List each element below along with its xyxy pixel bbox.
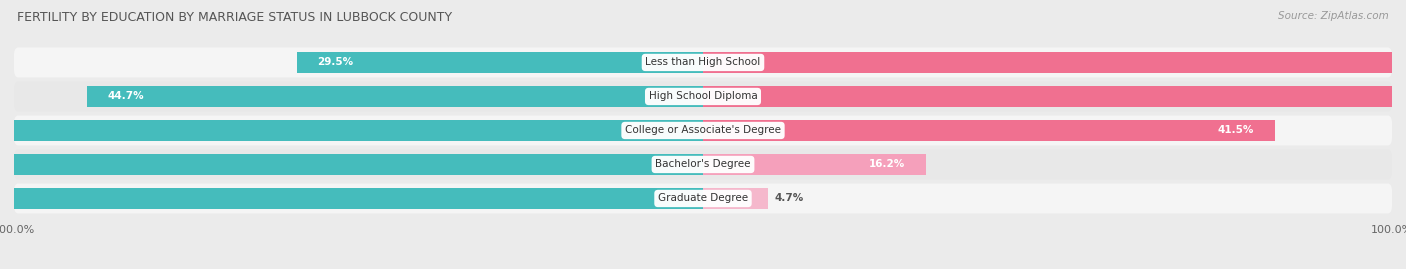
FancyBboxPatch shape	[14, 115, 1392, 146]
Bar	[0, 154, 703, 175]
Bar	[87, 86, 703, 107]
Bar	[0, 188, 703, 209]
FancyBboxPatch shape	[14, 48, 1392, 77]
Bar	[703, 188, 768, 209]
Text: 29.5%: 29.5%	[318, 58, 353, 68]
Text: 44.7%: 44.7%	[108, 91, 145, 101]
Bar	[703, 154, 927, 175]
Bar	[0, 120, 703, 141]
Text: Source: ZipAtlas.com: Source: ZipAtlas.com	[1278, 11, 1389, 21]
Text: Bachelor's Degree: Bachelor's Degree	[655, 160, 751, 169]
Bar	[297, 52, 703, 73]
Bar	[703, 86, 1406, 107]
Text: Less than High School: Less than High School	[645, 58, 761, 68]
FancyBboxPatch shape	[14, 150, 1392, 179]
Text: 4.7%: 4.7%	[775, 193, 804, 203]
Text: Graduate Degree: Graduate Degree	[658, 193, 748, 203]
FancyBboxPatch shape	[14, 183, 1392, 213]
Bar	[703, 120, 1275, 141]
Text: FERTILITY BY EDUCATION BY MARRIAGE STATUS IN LUBBOCK COUNTY: FERTILITY BY EDUCATION BY MARRIAGE STATU…	[17, 11, 451, 24]
Text: 16.2%: 16.2%	[869, 160, 905, 169]
Bar	[703, 52, 1406, 73]
Text: College or Associate's Degree: College or Associate's Degree	[626, 125, 780, 136]
Text: 41.5%: 41.5%	[1218, 125, 1254, 136]
FancyBboxPatch shape	[14, 82, 1392, 111]
Text: High School Diploma: High School Diploma	[648, 91, 758, 101]
